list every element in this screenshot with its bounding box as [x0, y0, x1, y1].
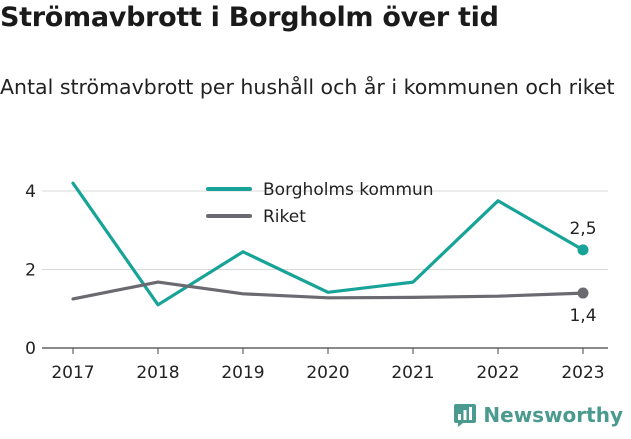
chart-title: Strömavbrott i Borgholm över tid	[0, 2, 499, 33]
series-end-label-1: 1,4	[569, 306, 596, 326]
y-tick-label: 0	[25, 339, 36, 359]
series-end-label-0: 2,5	[569, 219, 596, 239]
x-tick-label: 2017	[51, 363, 94, 383]
newsworthy-icon	[454, 404, 477, 427]
brand-name: Newsworthy	[483, 403, 623, 427]
series-line-1	[71, 280, 585, 301]
x-tick-label: 2018	[136, 363, 179, 383]
series-lines: 2,5 1,4	[71, 181, 597, 326]
y-tick-label: 4	[25, 182, 36, 202]
grid	[42, 190, 608, 349]
series-line-0	[71, 181, 585, 307]
x-axis: 2017 2018 2019 2020 2021 2022 2023	[51, 348, 605, 383]
chart-subtitle: Antal strömavbrott per hushåll och år i …	[0, 75, 615, 99]
legend-label-1: Riket	[263, 207, 306, 227]
x-tick-label: 2023	[561, 363, 604, 383]
x-tick-label: 2020	[306, 363, 349, 383]
y-axis: 0 2 4	[25, 182, 36, 359]
legend-label-0: Borgholms kommun	[263, 180, 434, 200]
series-end-point-0	[577, 244, 589, 256]
y-tick-label: 2	[25, 261, 36, 281]
x-tick-label: 2022	[476, 363, 519, 383]
x-tick-label: 2019	[221, 363, 264, 383]
legend: Borgholms kommun Riket	[206, 180, 434, 227]
series-end-point-1	[577, 287, 589, 299]
brand-logo: Newsworthy	[453, 403, 623, 427]
x-tick-label: 2021	[391, 363, 434, 383]
